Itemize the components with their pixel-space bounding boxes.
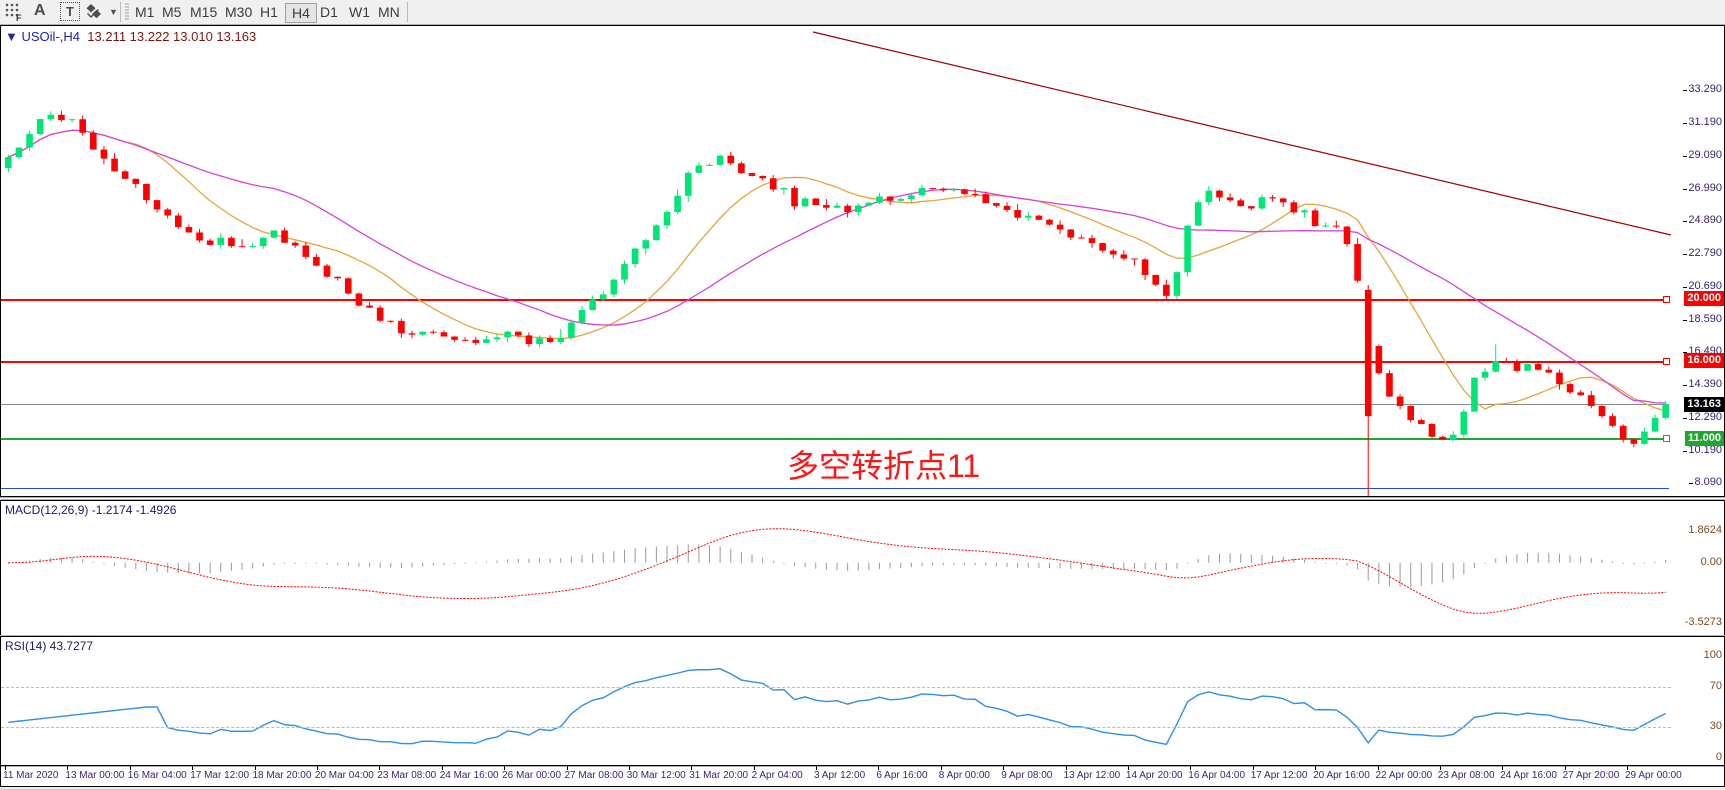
svg-text:F: F [16,13,22,21]
